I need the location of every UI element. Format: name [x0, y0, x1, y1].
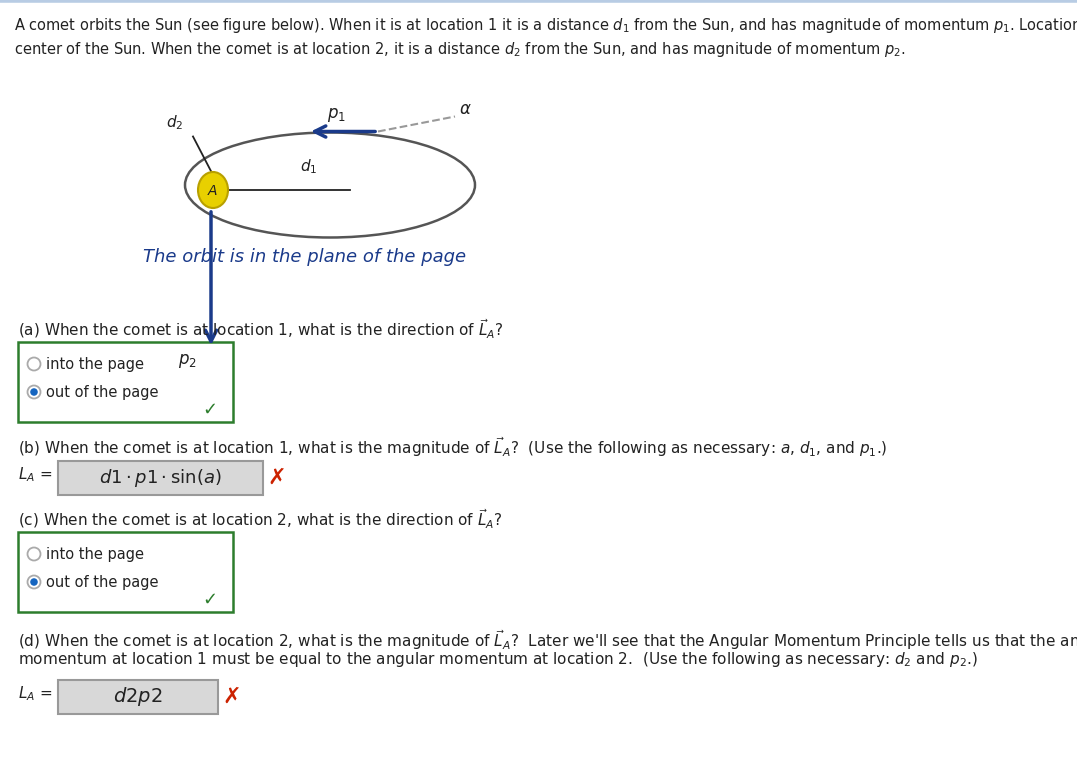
Text: ✗: ✗ [268, 468, 286, 488]
FancyBboxPatch shape [58, 680, 218, 714]
Text: ✓: ✓ [202, 401, 218, 419]
Circle shape [28, 386, 41, 398]
Text: $d2p2$: $d2p2$ [113, 685, 163, 708]
Text: $d_2$: $d_2$ [166, 114, 183, 133]
Circle shape [30, 389, 38, 395]
Ellipse shape [198, 172, 228, 208]
Text: ✗: ✗ [223, 687, 241, 707]
Text: center of the Sun. When the comet is at location 2, it is a distance $d_2$ from : center of the Sun. When the comet is at … [14, 40, 906, 59]
Text: momentum at location 1 must be equal to the angular momentum at location 2.  (Us: momentum at location 1 must be equal to … [18, 650, 978, 669]
Text: $A$: $A$ [208, 184, 219, 198]
Circle shape [28, 575, 41, 588]
Text: into the page: into the page [46, 546, 144, 562]
Text: The orbit is in the plane of the page: The orbit is in the plane of the page [143, 248, 466, 266]
Circle shape [28, 357, 41, 370]
Text: $d_1$: $d_1$ [300, 157, 318, 176]
Text: into the page: into the page [46, 357, 144, 371]
Text: (c) When the comet is at location 2, what is the direction of $\vec{L}_A$?: (c) When the comet is at location 2, wha… [18, 508, 503, 531]
Text: ✓: ✓ [202, 591, 218, 609]
Text: $L_A$ =: $L_A$ = [18, 466, 53, 484]
Text: out of the page: out of the page [46, 385, 158, 399]
Text: $p_2$: $p_2$ [178, 352, 197, 370]
Text: $d1 \cdot p1 \cdot \sin(a)$: $d1 \cdot p1 \cdot \sin(a)$ [99, 467, 222, 489]
Text: (b) When the comet is at location 1, what is the magnitude of $\vec{L}_A$?  (Use: (b) When the comet is at location 1, wha… [18, 435, 887, 459]
FancyBboxPatch shape [58, 461, 263, 495]
Text: A comet orbits the Sun (see figure below). When it is at location 1 it is a dist: A comet orbits the Sun (see figure below… [14, 16, 1077, 35]
Text: $\alpha$: $\alpha$ [459, 99, 472, 118]
Circle shape [28, 547, 41, 560]
FancyBboxPatch shape [18, 342, 233, 422]
Text: $L_A$ =: $L_A$ = [18, 685, 53, 704]
Text: $p_1$: $p_1$ [326, 106, 346, 124]
Circle shape [30, 578, 38, 586]
FancyBboxPatch shape [18, 532, 233, 612]
Text: (d) When the comet is at location 2, what is the magnitude of $\vec{L}_A$?  Late: (d) When the comet is at location 2, wha… [18, 628, 1077, 652]
Text: (a) When the comet is at location 1, what is the direction of $\vec{L}_A$?: (a) When the comet is at location 1, wha… [18, 318, 503, 342]
Text: out of the page: out of the page [46, 575, 158, 590]
